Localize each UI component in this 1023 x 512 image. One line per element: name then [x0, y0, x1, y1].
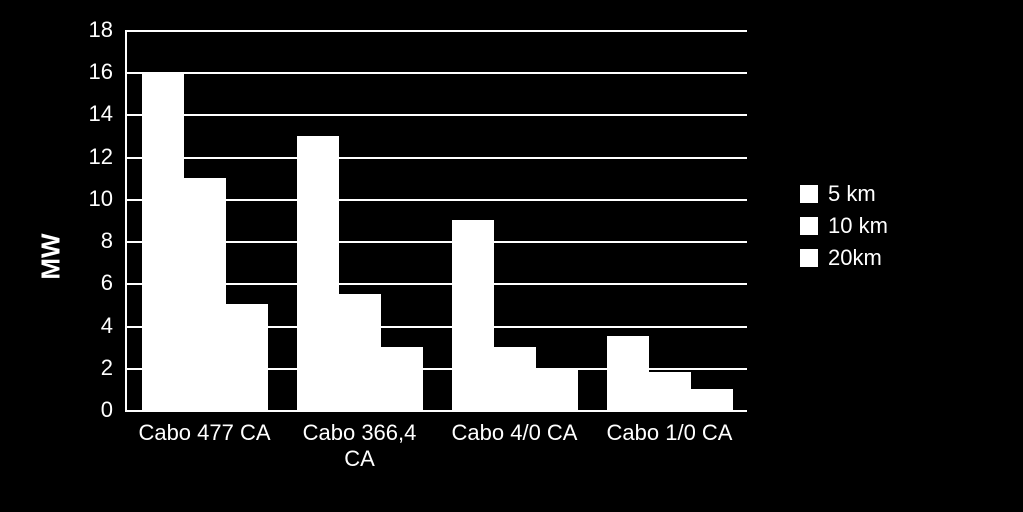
bar — [691, 389, 733, 410]
legend-item: 20km — [800, 245, 888, 271]
category-label: Cabo 477 CA — [129, 420, 280, 446]
bar — [226, 304, 268, 410]
bar — [339, 294, 381, 410]
grid-line — [127, 114, 747, 116]
legend-swatch — [800, 185, 818, 203]
legend-swatch — [800, 217, 818, 235]
legend-item: 5 km — [800, 181, 888, 207]
legend-label: 5 km — [828, 181, 876, 207]
legend-swatch — [800, 249, 818, 267]
y-axis-title: MW — [28, 0, 74, 512]
bar — [607, 336, 649, 410]
category-label: Cabo 4/0 CA — [439, 420, 590, 446]
category-label: Cabo 1/0 CA — [594, 420, 745, 446]
bar — [184, 178, 226, 410]
bar — [649, 372, 691, 410]
plot-area: 024681012141618Cabo 477 CACabo 366,4 CAC… — [125, 30, 747, 412]
mw-bar-chart: MW 024681012141618Cabo 477 CACabo 366,4 … — [0, 0, 1023, 512]
category-label: Cabo 366,4 CA — [284, 420, 435, 473]
grid-line — [127, 30, 747, 32]
legend: 5 km 10 km 20km — [800, 175, 888, 277]
bar — [381, 347, 423, 410]
bar — [452, 220, 494, 410]
y-axis-title-text: MW — [36, 233, 67, 279]
bar — [536, 368, 578, 410]
grid-line — [127, 157, 747, 159]
bar — [297, 136, 339, 410]
grid-line — [127, 72, 747, 74]
legend-label: 20km — [828, 245, 882, 271]
bar — [494, 347, 536, 410]
bar — [142, 72, 184, 410]
legend-item: 10 km — [800, 213, 888, 239]
legend-label: 10 km — [828, 213, 888, 239]
